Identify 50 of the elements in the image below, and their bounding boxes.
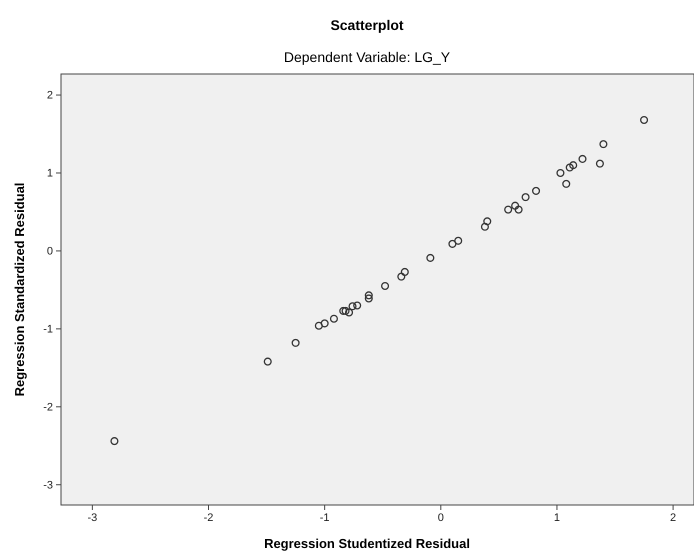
point <box>364 294 373 302</box>
x-tick-label: 1 <box>554 512 560 524</box>
point <box>511 202 520 210</box>
point <box>345 308 354 317</box>
point <box>514 206 523 214</box>
point <box>556 168 564 178</box>
x-tick-label: -3 <box>87 512 98 524</box>
point <box>454 236 462 245</box>
point <box>480 222 489 231</box>
x-tick-label: 0 <box>438 512 444 524</box>
point <box>532 186 540 195</box>
point <box>578 154 587 163</box>
point <box>640 116 648 124</box>
x-axis-title: Regression Studentized Residual <box>264 536 470 551</box>
point <box>381 282 390 290</box>
point <box>339 306 348 315</box>
point <box>504 206 512 214</box>
point <box>400 268 409 276</box>
point <box>522 193 530 202</box>
x-tick-label: -1 <box>320 512 330 524</box>
point <box>342 306 350 315</box>
point <box>364 291 373 300</box>
point <box>110 437 118 446</box>
y-tick-label: 1 <box>46 168 53 180</box>
point <box>562 180 570 188</box>
point <box>566 164 574 172</box>
point <box>353 301 362 310</box>
chart-title: Scatterplot <box>330 17 404 33</box>
point <box>397 272 406 281</box>
y-tick-label: -3 <box>43 479 53 492</box>
x-tick-label: -2 <box>204 512 214 524</box>
y-tick-label: 0 <box>46 245 53 258</box>
y-tick-label: 2 <box>46 90 53 102</box>
point <box>320 319 329 328</box>
point <box>348 302 357 310</box>
y-axis-title: Regression Standardized Residual <box>12 182 27 396</box>
x-tick-label: 2 <box>670 512 676 524</box>
point <box>264 358 272 366</box>
y-tick-label: -2 <box>43 401 53 414</box>
point <box>292 338 300 347</box>
point <box>596 160 604 168</box>
y-tick-label: -1 <box>43 323 53 336</box>
point <box>483 217 492 226</box>
point <box>448 240 456 248</box>
point <box>569 161 578 170</box>
point <box>426 254 434 262</box>
point <box>314 322 323 330</box>
point <box>330 314 338 323</box>
chart-subtitle: Dependent Variable: LG_Y <box>284 49 451 65</box>
point <box>599 140 608 148</box>
